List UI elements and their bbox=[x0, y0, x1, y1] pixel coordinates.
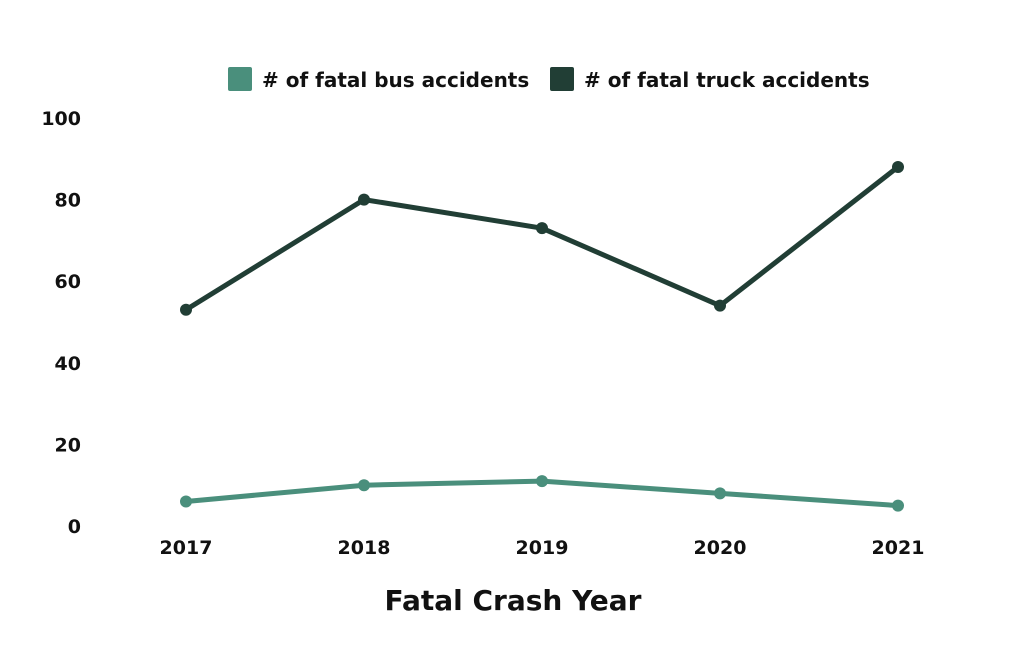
data-point bbox=[536, 222, 548, 235]
x-tick-label: 2020 bbox=[694, 537, 747, 559]
y-tick-label: 0 bbox=[68, 516, 81, 538]
series-layer bbox=[180, 160, 904, 512]
data-point bbox=[180, 495, 192, 508]
x-tick-label: 2017 bbox=[160, 537, 213, 559]
legend-swatch bbox=[550, 67, 574, 91]
legend-label: # of fatal truck accidents bbox=[584, 68, 870, 92]
series-line bbox=[183, 164, 901, 313]
legend: # of fatal bus accidents # of fatal truck… bbox=[228, 67, 870, 92]
data-point bbox=[892, 499, 904, 512]
data-point bbox=[358, 479, 370, 492]
data-point bbox=[714, 487, 726, 500]
y-tick-label: 40 bbox=[55, 353, 81, 375]
legend-item: # of fatal truck accidents bbox=[550, 67, 870, 92]
series-truck bbox=[180, 160, 904, 316]
x-tick-label: 2018 bbox=[338, 537, 391, 559]
data-point bbox=[536, 475, 548, 488]
y-tick-label: 20 bbox=[55, 434, 81, 456]
x-tick-label: 2019 bbox=[516, 537, 569, 559]
legend-item: # of fatal bus accidents bbox=[228, 67, 529, 92]
series-bus bbox=[180, 475, 904, 512]
data-point bbox=[714, 299, 726, 312]
x-tick-label: 2021 bbox=[872, 537, 925, 559]
legend-swatch bbox=[228, 67, 252, 91]
x-axis-ticks: 2017 2018 2019 2020 2021 bbox=[160, 537, 925, 559]
legend-label: # of fatal bus accidents bbox=[262, 68, 529, 92]
data-point bbox=[892, 160, 904, 173]
y-tick-label: 60 bbox=[55, 271, 81, 293]
y-axis-ticks: 0 20 40 60 80 100 bbox=[41, 108, 81, 538]
x-axis-title: Fatal Crash Year bbox=[384, 584, 641, 617]
y-tick-label: 100 bbox=[41, 108, 81, 130]
data-point bbox=[358, 193, 370, 206]
data-point bbox=[180, 303, 192, 316]
y-tick-label: 80 bbox=[55, 190, 81, 212]
